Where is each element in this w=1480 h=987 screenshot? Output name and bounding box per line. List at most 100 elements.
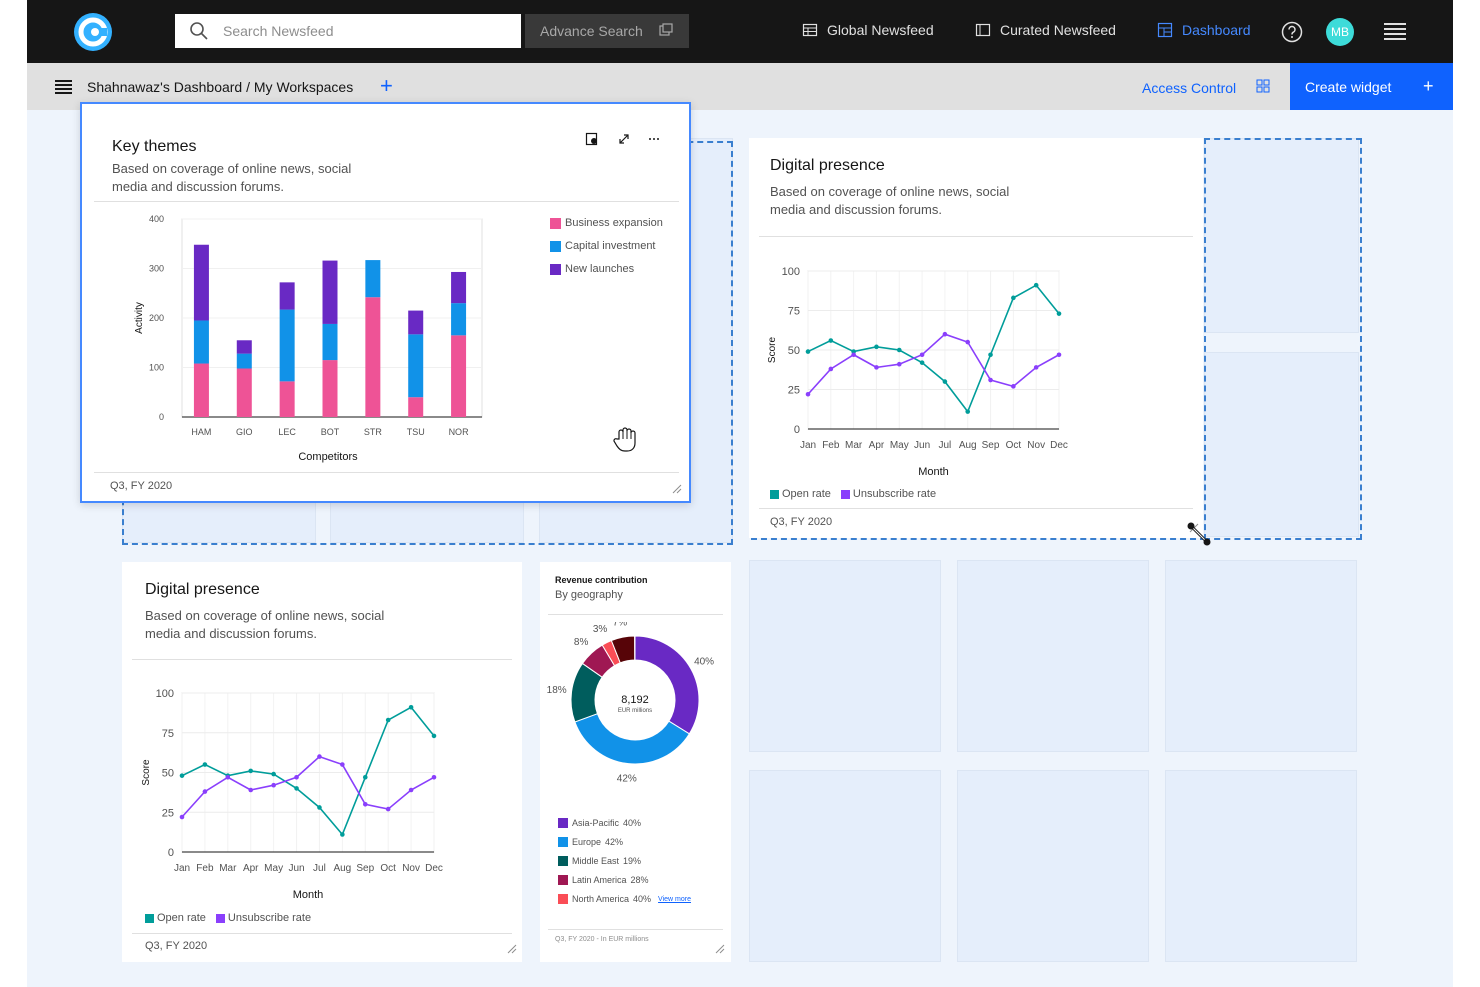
user-avatar[interactable]: MB bbox=[1326, 18, 1354, 46]
legend-item[interactable]: Unsubscribe rate bbox=[215, 912, 312, 924]
bar-segment bbox=[236, 340, 252, 354]
legend-item[interactable]: Latin America 28% bbox=[558, 875, 691, 885]
bar-segment bbox=[322, 360, 338, 417]
legend-swatch bbox=[215, 913, 225, 923]
legend-label: New launches bbox=[565, 263, 635, 275]
bar-segment bbox=[451, 303, 467, 336]
data-point bbox=[851, 349, 856, 354]
data-point bbox=[248, 787, 254, 793]
y-tick-label: 300 bbox=[149, 264, 164, 274]
y-axis-label: Activity bbox=[134, 302, 145, 334]
data-point bbox=[942, 379, 948, 384]
data-point bbox=[1056, 352, 1062, 358]
widget-description-line2: media and discussion forums. bbox=[770, 202, 942, 217]
app-window: Search Newsfeed Advance Search Global Ne… bbox=[27, 0, 1453, 987]
y-tick-label: 0 bbox=[168, 847, 174, 859]
export-icon[interactable] bbox=[585, 132, 599, 146]
overflow-menu-icon[interactable] bbox=[647, 132, 661, 146]
legend-label: Unsubscribe rate bbox=[227, 912, 312, 924]
legend-item[interactable]: Europe 42% bbox=[558, 837, 691, 847]
legend-item[interactable]: Capital investment bbox=[550, 240, 663, 252]
advance-search-button[interactable]: Advance Search bbox=[525, 14, 689, 48]
x-tick-label: Jul bbox=[939, 440, 952, 451]
x-tick-label: Jan bbox=[800, 440, 816, 451]
search-input[interactable]: Search Newsfeed bbox=[175, 14, 521, 48]
legend-label: Unsubscribe rate bbox=[852, 488, 937, 500]
legend-item[interactable]: Asia-Pacific 40% bbox=[558, 818, 691, 828]
help-icon[interactable] bbox=[1281, 21, 1303, 43]
legend-item[interactable]: Middle East 19% bbox=[558, 856, 691, 866]
slice-label: 42% bbox=[617, 774, 637, 785]
bar-segment bbox=[322, 323, 338, 361]
y-tick-label: 75 bbox=[788, 306, 800, 318]
series-line bbox=[181, 755, 435, 818]
x-tick-label: Feb bbox=[822, 440, 840, 451]
legend-item[interactable]: New launches bbox=[550, 263, 663, 275]
legend-swatch bbox=[558, 818, 568, 828]
launch-icon bbox=[659, 23, 673, 36]
data-point bbox=[317, 754, 322, 759]
resize-handle-icon[interactable] bbox=[507, 944, 517, 954]
nav-curated-newsfeed[interactable]: Curated Newsfeed bbox=[975, 22, 1116, 38]
legend-item[interactable]: North America 40% View more bbox=[558, 894, 691, 904]
side-menu-icon[interactable] bbox=[55, 80, 72, 94]
x-tick-label: Jun bbox=[914, 440, 930, 451]
digital-presence-widget[interactable]: Digital presence Based on coverage of on… bbox=[749, 138, 1203, 538]
grid-placeholder bbox=[1165, 770, 1357, 962]
legend-item[interactable]: Unsubscribe rate bbox=[840, 488, 937, 500]
legend-item[interactable]: Open rate bbox=[145, 912, 206, 924]
legend-label: Business expansion bbox=[565, 217, 663, 229]
grid-placeholder bbox=[957, 560, 1149, 752]
chart-legend: Business expansion Capital investment Ne… bbox=[550, 217, 663, 275]
slice-label: 8% bbox=[574, 637, 589, 648]
widget-footer: Q3, FY 2020 bbox=[110, 480, 173, 492]
legend-swatch bbox=[558, 856, 568, 866]
maximize-icon[interactable] bbox=[617, 132, 631, 146]
key-themes-widget[interactable]: Key themes Based on coverage of online n… bbox=[80, 102, 691, 503]
x-axis-label: Month bbox=[293, 889, 324, 901]
create-widget-button[interactable]: Create widget + bbox=[1290, 63, 1453, 110]
resize-handle-icon[interactable] bbox=[715, 944, 725, 954]
widget-description-line1: Based on coverage of online news, social bbox=[145, 608, 385, 623]
bar-segment bbox=[408, 310, 424, 335]
chart-legend: Open rate Unsubscribe rate bbox=[770, 488, 936, 500]
slice-label: 40% bbox=[694, 657, 714, 668]
legend-item[interactable]: Open rate bbox=[770, 488, 831, 500]
legend-label: North America bbox=[572, 894, 630, 904]
y-tick-label: 25 bbox=[788, 385, 800, 397]
data-point bbox=[805, 349, 811, 354]
bar-segment bbox=[451, 271, 467, 304]
table-icon bbox=[802, 23, 818, 37]
view-more-link[interactable]: View more bbox=[658, 895, 691, 903]
data-point bbox=[988, 377, 993, 383]
revenue-contribution-widget[interactable]: Revenue contribution By geography 40% 42%… bbox=[540, 562, 731, 962]
data-point bbox=[896, 347, 902, 353]
app-logo-icon[interactable] bbox=[73, 12, 113, 52]
data-point bbox=[294, 786, 299, 791]
grid-placeholder bbox=[1165, 560, 1357, 752]
x-tick-label: GIO bbox=[236, 427, 253, 437]
y-tick-label: 100 bbox=[156, 688, 174, 700]
access-control-link[interactable]: Access Control bbox=[1142, 80, 1237, 96]
breadcrumb[interactable]: Shahnawaz's Dashboard / My Workspaces bbox=[87, 79, 354, 95]
donut-center-label: EUR millions bbox=[618, 708, 652, 714]
legend-item[interactable]: Business expansion bbox=[550, 217, 663, 229]
y-tick-label: 200 bbox=[149, 313, 164, 323]
widget-title: Revenue contribution bbox=[555, 575, 648, 585]
line-chart: 0 25 50 75 100 Jan Feb Mar Apr May Jun Jul Aug Sep Oct… bbox=[141, 688, 443, 901]
digital-presence-widget[interactable]: Digital presence Based on coverage of on… bbox=[122, 562, 522, 962]
donut-slice bbox=[634, 635, 700, 735]
slice-label: 3% bbox=[593, 624, 608, 635]
menu-icon[interactable] bbox=[1384, 22, 1406, 40]
access-control-icon[interactable] bbox=[1256, 79, 1270, 93]
bar-segment bbox=[193, 244, 209, 321]
nav-global-newsfeed[interactable]: Global Newsfeed bbox=[802, 22, 934, 38]
resize-handle-icon[interactable] bbox=[672, 484, 682, 494]
divider bbox=[548, 614, 723, 615]
data-point bbox=[919, 360, 925, 365]
data-point bbox=[965, 409, 971, 414]
line-chart: 0 25 50 75 100 Jan Feb Mar Apr May Jun Jul Aug Sep Oct… bbox=[767, 266, 1068, 478]
nav-dashboard[interactable]: Dashboard bbox=[1157, 22, 1251, 38]
data-point bbox=[431, 733, 437, 739]
add-workspace-icon[interactable]: + bbox=[380, 73, 393, 98]
